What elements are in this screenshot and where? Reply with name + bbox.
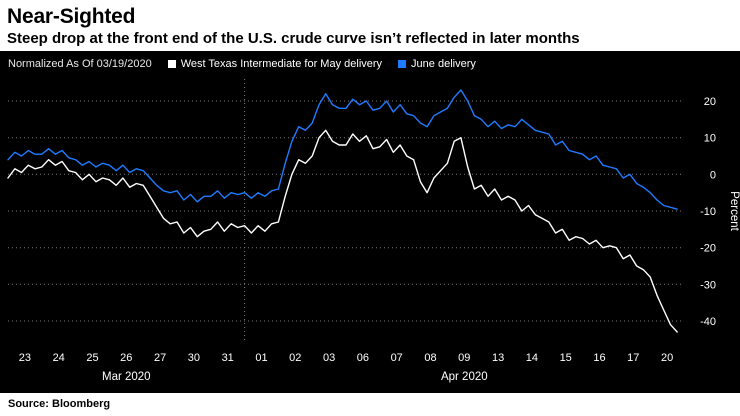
x-tick-label: 30 xyxy=(188,352,200,364)
legend-label-june-delivery: June delivery xyxy=(411,57,476,70)
y-tick-label: -20 xyxy=(700,243,716,255)
may-series-swatch-icon xyxy=(167,59,176,68)
x-tick-label: 09 xyxy=(458,352,470,364)
x-tick-label: 25 xyxy=(86,352,98,364)
x-tick-label: 23 xyxy=(19,352,31,364)
legend-label-may-delivery: West Texas Intermediate for May delivery xyxy=(180,57,383,70)
y-tick-label: 10 xyxy=(704,133,716,145)
chart-subtitle: Steep drop at the front end of the U.S. … xyxy=(7,30,580,47)
x-tick-label: 31 xyxy=(222,352,234,364)
x-tick-label: 26 xyxy=(120,352,132,364)
x-tick-label: 03 xyxy=(323,352,335,364)
month-labels-group: Mar 2020 Apr 2020 xyxy=(102,371,488,383)
chart-title: Near-Sighted xyxy=(7,5,136,28)
month-label: Mar 2020 xyxy=(102,371,151,383)
series-line-0 xyxy=(7,129,678,333)
x-tick-label: 01 xyxy=(255,352,267,364)
y-axis-title: Percent xyxy=(728,191,740,231)
series-line-1 xyxy=(7,89,678,210)
x-tick-label: 20 xyxy=(661,352,673,364)
series-lines-group xyxy=(7,89,678,333)
x-tick-label: 24 xyxy=(53,352,65,364)
gridlines-group xyxy=(8,79,684,343)
y-axis-title-group: Percent xyxy=(728,191,740,231)
x-tick-label: 02 xyxy=(289,352,301,364)
y-tick-label: -10 xyxy=(700,206,716,218)
y-tick-label: -30 xyxy=(700,279,716,291)
x-tick-label: 07 xyxy=(391,352,403,364)
chart-header: Near-Sighted Steep drop at the front end… xyxy=(0,0,740,51)
chart-legend: Normalized As Of 03/19/2020 West Texas I… xyxy=(0,51,740,71)
x-axis-labels-group: 23 24 25 26 27 30 31 01 02 03 06 07 08 09 13 14 15 16 17 20 xyxy=(19,352,673,364)
legend-item-june-delivery: June delivery xyxy=(398,58,476,70)
y-tick-label: 20 xyxy=(704,96,716,108)
legend-item-may-delivery: West Texas Intermediate for May delivery xyxy=(167,57,383,70)
y-axis-labels-group: 20 10 0 -10 -20 -30 -40 xyxy=(700,96,716,328)
month-label: Apr 2020 xyxy=(441,371,488,383)
x-tick-label: 06 xyxy=(357,352,369,364)
chart-panel: Normalized As Of 03/19/2020 West Texas I… xyxy=(0,51,740,393)
legend-normalization-note: Normalized As Of 03/19/2020 xyxy=(8,57,152,70)
chart-footer: Source: Bloomberg xyxy=(0,393,740,414)
x-tick-label: 13 xyxy=(492,352,504,364)
x-tick-label: 15 xyxy=(560,352,572,364)
x-tick-label: 27 xyxy=(154,352,166,364)
y-tick-label: 0 xyxy=(710,169,716,181)
y-tick-label: -40 xyxy=(700,316,716,328)
june-series-swatch-icon xyxy=(398,59,407,68)
x-tick-label: 08 xyxy=(424,352,436,364)
x-tick-label: 17 xyxy=(627,352,639,364)
x-tick-label: 14 xyxy=(526,352,538,364)
x-tick-label: 16 xyxy=(593,352,605,364)
chart-svg: 20 10 0 -10 -20 -30 -40 23 24 25 26 27 30 31 01 02 03 06… xyxy=(7,79,740,383)
source-label: Source: Bloomberg xyxy=(8,397,111,410)
